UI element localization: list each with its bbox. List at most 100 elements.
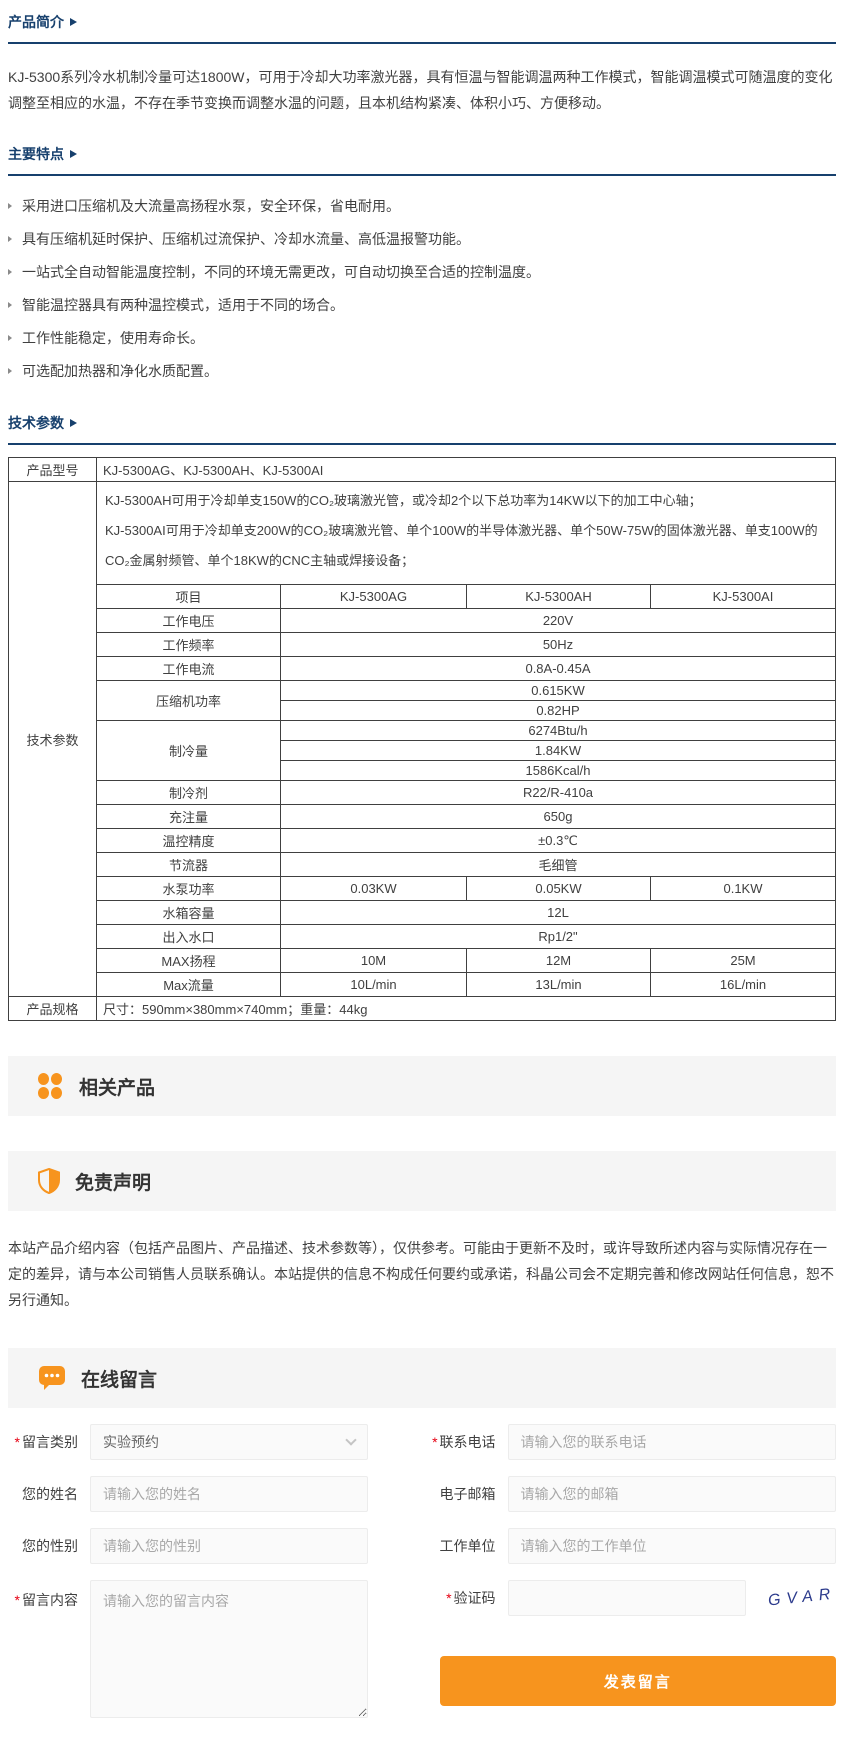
divider: [8, 174, 836, 176]
divider: [8, 42, 836, 44]
column-header: KJ-5300AH: [466, 584, 651, 609]
table-row: 温控精度 ±0.3℃: [9, 828, 836, 853]
table-row: 充注量 650g: [9, 804, 836, 829]
company-row: 工作单位: [426, 1528, 836, 1564]
captcha-input[interactable]: [507, 1580, 746, 1616]
phone-row: * 联系电话: [426, 1424, 836, 1460]
category-row: * 留言类别 实验预约: [8, 1424, 368, 1460]
captcha-label: * 验证码: [446, 1590, 496, 1606]
section-title-intro-label: 产品简介: [8, 14, 64, 30]
triangle-right-icon: [70, 18, 77, 26]
captcha-image[interactable]: GVAR: [766, 1585, 837, 1610]
table-row: Max流量 10L/min 13L/min 16L/min: [9, 972, 836, 997]
table-row: 产品型号 KJ-5300AG、KJ-5300AH、KJ-5300AI: [8, 457, 836, 482]
bullet-triangle-icon: [8, 335, 12, 341]
row-value: 0.8A-0.45A: [280, 656, 836, 681]
table-header-row: 项目 KJ-5300AG KJ-5300AH KJ-5300AI: [9, 584, 836, 609]
message-form: *留言类别 实验预约 您的姓名 您的性别 *留言内容 *联系电话: [8, 1424, 837, 1734]
feature-text: 工作性能稳定，使用寿命长。: [22, 330, 204, 346]
row-label: 制冷量: [96, 720, 281, 781]
bullet-triangle-icon: [8, 302, 12, 308]
row-value: 12L: [280, 900, 836, 925]
company-input[interactable]: [507, 1528, 836, 1564]
row-value: 220V: [280, 608, 836, 633]
table-row: MAX扬程 10M 12M 25M: [9, 948, 836, 973]
bullet-triangle-icon: [8, 368, 12, 374]
feature-text: 具有压缩机延时保护、压缩机过流保护、冷却水流量、高低温报警功能。: [22, 231, 470, 247]
online-message-title: 在线留言: [81, 1369, 158, 1391]
feature-text: 可选配加热器和净化水质配置。: [22, 363, 218, 379]
feature-item: 智能温控器具有两种温控模式，适用于不同的场合。: [8, 295, 836, 315]
email-input[interactable]: [507, 1476, 836, 1512]
size-value: 尺寸：590mm×380mm×740mm；重量：44kg: [96, 996, 836, 1021]
clover-icon: [38, 1073, 64, 1099]
row-value: R22/R-410a: [280, 780, 836, 805]
submit-button[interactable]: 发表留言: [439, 1656, 836, 1706]
required-mark: *: [14, 1592, 20, 1608]
row-label: MAX扬程: [96, 948, 281, 973]
row-label: 水箱容量: [96, 900, 281, 925]
email-label: 电子邮箱: [439, 1486, 496, 1502]
chat-bubble-icon: [39, 1366, 65, 1390]
triangle-right-icon: [70, 150, 77, 158]
required-mark: *: [446, 1590, 452, 1606]
table-row: 工作电压 220V: [9, 608, 836, 633]
row-value: 毛细管: [280, 852, 836, 877]
intro-paragraph: KJ-5300系列冷水机制冷量可达1800W，可用于冷却大功率激光器，具有恒温与…: [8, 69, 833, 111]
divider: [8, 443, 836, 445]
column-header: KJ-5300AG: [280, 584, 467, 609]
row-label: 充注量: [96, 804, 281, 829]
name-input[interactable]: [90, 1476, 368, 1512]
row-value: 650g: [280, 804, 836, 829]
row-value: ±0.3℃: [280, 828, 836, 853]
table-row: 制冷量 6274Btu/h: [9, 720, 836, 781]
section-title-specs: 技术参数: [8, 413, 836, 433]
tech-description: KJ-5300AH可用于冷却单支150W的CO₂玻璃激光管，或冷却2个以下总功率…: [96, 481, 836, 585]
row-value: 0.82HP: [280, 700, 836, 721]
content-textarea[interactable]: [90, 1580, 368, 1718]
row-label: 制冷剂: [96, 780, 281, 805]
table-row: 压缩机功率 0.615KW: [9, 680, 836, 721]
feature-list: 采用进口压缩机及大流量高扬程水泵，安全环保，省电耐用。 具有压缩机延时保护、压缩…: [8, 196, 836, 381]
gender-input[interactable]: [90, 1528, 368, 1564]
gender-label: 您的性别: [22, 1538, 78, 1554]
table-row: 出入水口 Rp1/2": [9, 924, 836, 949]
disclaimer-banner: 免责声明: [8, 1151, 836, 1211]
model-label: 产品型号: [8, 457, 97, 482]
category-select[interactable]: 实验预约: [90, 1424, 368, 1460]
phone-input[interactable]: [507, 1424, 836, 1460]
tech-params-label: 技术参数: [8, 481, 97, 997]
row-value: 25M: [650, 948, 836, 973]
required-mark: *: [432, 1434, 438, 1450]
column-header: 项目: [96, 584, 281, 609]
row-value: 10L/min: [280, 972, 467, 997]
bullet-triangle-icon: [8, 269, 12, 275]
row-label: 工作电流: [96, 656, 281, 681]
feature-item: 工作性能稳定，使用寿命长。: [8, 328, 836, 348]
row-label: 压缩机功率: [96, 680, 281, 721]
disclaimer-title: 免责声明: [75, 1172, 152, 1194]
section-title-intro: 产品简介: [8, 12, 836, 32]
row-value: 12M: [466, 948, 651, 973]
table-row: 制冷剂 R22/R-410a: [9, 780, 836, 805]
size-label: 产品规格: [8, 996, 97, 1021]
name-row: 您的姓名: [8, 1476, 368, 1512]
table-row: 节流器 毛细管: [9, 852, 836, 877]
column-header: KJ-5300AI: [650, 584, 836, 609]
tech-description-line2: KJ-5300AI可用于冷却单支200W的CO₂玻璃激光管、单个100W的半导体…: [105, 523, 818, 568]
row-value: 0.1KW: [650, 876, 836, 901]
section-title-specs-label: 技术参数: [8, 415, 64, 431]
feature-item: 可选配加热器和净化水质配置。: [8, 361, 836, 381]
table-row: 工作电流 0.8A-0.45A: [9, 656, 836, 681]
feature-text: 智能温控器具有两种温控模式，适用于不同的场合。: [22, 297, 344, 313]
feature-item: 具有压缩机延时保护、压缩机过流保护、冷却水流量、高低温报警功能。: [8, 229, 836, 249]
disclaimer-text: 本站产品介绍内容（包括产品图片、产品描述、技术参数等），仅供参考。可能由于更新不…: [8, 1240, 834, 1308]
row-label: 水泵功率: [96, 876, 281, 901]
table-row: 产品规格 尺寸：590mm×380mm×740mm；重量：44kg: [8, 996, 836, 1021]
shield-icon: [38, 1168, 60, 1194]
feature-item: 一站式全自动智能温度控制，不同的环境无需更改，可自动切换至合适的控制温度。: [8, 262, 836, 282]
captcha-row: * 验证码 GVAR: [426, 1580, 837, 1616]
row-label: 工作频率: [96, 632, 281, 657]
row-value: 1586Kcal/h: [280, 760, 836, 781]
gender-row: 您的性别: [8, 1528, 368, 1564]
